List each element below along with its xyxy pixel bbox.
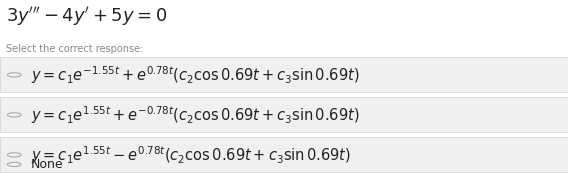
FancyBboxPatch shape [0, 57, 568, 92]
Text: $3y''' - 4y' + 5y = 0$: $3y''' - 4y' + 5y = 0$ [6, 5, 167, 28]
Text: $y = c_1e^{1.55t} + e^{-0.78t}(c_2\cos 0.69t + c_3\sin 0.69t)$: $y = c_1e^{1.55t} + e^{-0.78t}(c_2\cos 0… [31, 104, 360, 126]
Text: Select the correct response:: Select the correct response: [6, 44, 143, 53]
Text: None: None [31, 158, 64, 171]
FancyBboxPatch shape [0, 97, 568, 132]
FancyBboxPatch shape [0, 137, 568, 172]
Text: $y = c_1e^{1.55t} - e^{0.78t}(c_2\cos 0.69t + c_3\sin 0.69t)$: $y = c_1e^{1.55t} - e^{0.78t}(c_2\cos 0.… [31, 144, 352, 166]
Text: $y = c_1e^{-1.55t} + e^{0.78t}(c_2\cos 0.69t + c_3\sin 0.69t)$: $y = c_1e^{-1.55t} + e^{0.78t}(c_2\cos 0… [31, 64, 360, 86]
